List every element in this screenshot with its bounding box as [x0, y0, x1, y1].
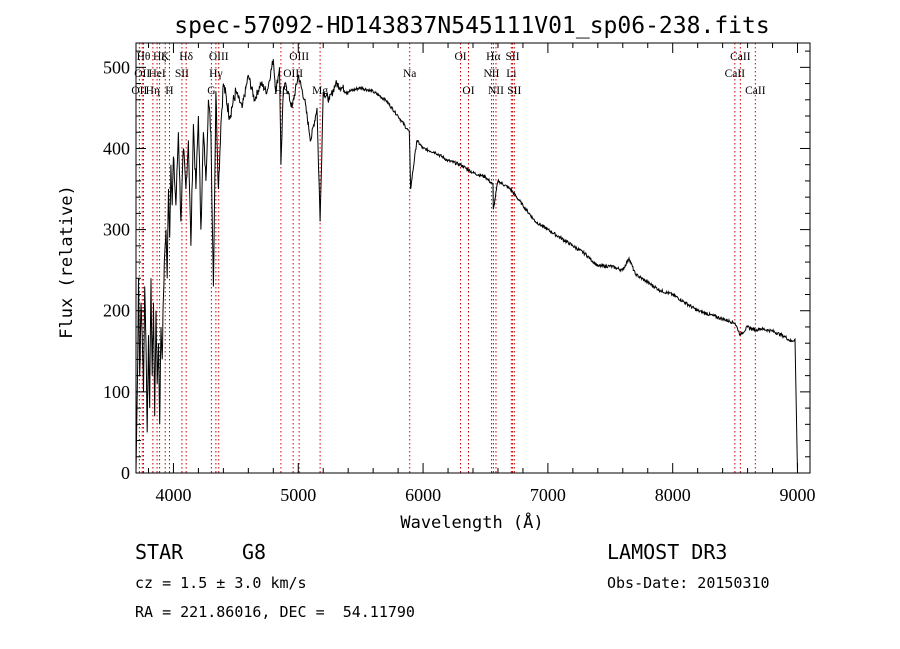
x-tick-label: 7000: [530, 485, 566, 505]
spectral-line-label: Hγ: [209, 68, 222, 80]
x-tick-label: 9000: [780, 485, 816, 505]
spectral-line-label: Li: [506, 68, 516, 80]
object-subclass: G8: [242, 540, 267, 564]
spectral-line-label: Hβ: [274, 85, 288, 97]
spectral-line-label: SII: [506, 51, 520, 63]
y-tick-label: 500: [103, 57, 130, 77]
spectral-line-label: Hδ: [179, 51, 193, 63]
redshift-info: cz = 1.5 ± 3.0 km/s: [135, 574, 307, 592]
chart-title: spec-57092-HD143837N545111V01_sp06-238.f…: [174, 13, 769, 39]
spectral-line-label: Hθ: [137, 51, 151, 63]
spectral-line-labels: OIIOIIHθHηHeIHζKHSIIHδGHγOIIIHβOIIIOIIIM…: [131, 51, 765, 97]
axis-ticks: 4000 5000 6000 7000 8000 9000 0 100 200 300 400 500: [103, 43, 816, 505]
spectral-line-label: Mg: [312, 85, 328, 97]
spectral-line-label: OIII: [289, 51, 309, 63]
x-tick-label: 6000: [405, 485, 441, 505]
y-tick-label: 100: [103, 382, 130, 402]
spectral-line-label: OIII: [283, 68, 303, 80]
spectral-line-label: Hα: [486, 51, 500, 63]
spectral-line-label: K: [161, 51, 170, 63]
spectral-line-label: Hη: [146, 85, 160, 97]
spectral-line-label: SII: [507, 85, 521, 97]
x-tick-label: 5000: [280, 485, 316, 505]
spectral-line-label: OIII: [209, 51, 229, 63]
spectral-line-label: HeI: [148, 68, 165, 80]
spectral-line-label: CaII: [730, 51, 751, 63]
y-tick-label: 200: [103, 301, 130, 321]
spectral-line-label: OI: [454, 51, 466, 63]
coordinates: RA = 221.86016, DEC = 54.11790: [135, 603, 415, 621]
spectral-line-label: Hζ: [153, 51, 166, 63]
spectral-line-label: NII: [483, 68, 499, 80]
x-axis-label: Wavelength (Å): [400, 511, 543, 533]
spectral-line-label: OII: [131, 85, 147, 97]
observation-date: Obs-Date: 20150310: [607, 574, 770, 592]
y-tick-label: 400: [103, 138, 130, 158]
y-tick-label: 0: [121, 463, 130, 483]
spectral-line-label: OI: [462, 85, 474, 97]
plot-frame: [135, 42, 811, 474]
spectrum-line: [135, 59, 798, 474]
spectral-line-label: SII: [175, 68, 189, 80]
x-tick-label: 4000: [155, 485, 191, 505]
survey-name: LAMOST DR3: [607, 540, 728, 564]
x-tick-label: 8000: [655, 485, 691, 505]
spectral-line-label: CaII: [725, 68, 746, 80]
spectral-line-label: H: [165, 85, 173, 97]
spectral-line-label: G: [207, 85, 215, 97]
spectral-line-label: OII: [134, 68, 150, 80]
spectral-line-label: CaII: [745, 85, 766, 97]
y-tick-label: 300: [103, 220, 130, 240]
object-type: STAR: [135, 540, 184, 564]
spectral-line-label: NII: [488, 85, 504, 97]
y-axis-label: Flux (relative): [57, 185, 77, 339]
spectral-line-label: Na: [403, 68, 416, 80]
